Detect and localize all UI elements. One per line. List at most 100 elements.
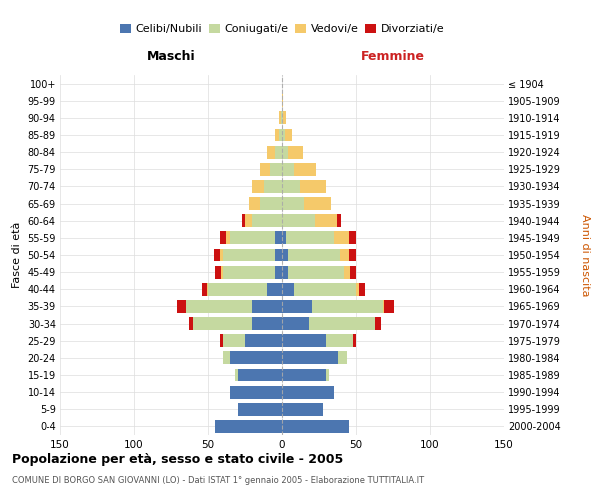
Bar xyxy=(264,180,282,193)
Text: Popolazione per età, sesso e stato civile - 2005: Popolazione per età, sesso e stato civil… xyxy=(12,452,343,466)
Bar xyxy=(282,180,300,193)
Bar xyxy=(282,403,323,415)
Bar xyxy=(340,248,349,262)
Bar xyxy=(337,214,341,227)
Bar xyxy=(282,283,294,296)
Bar xyxy=(282,352,338,364)
Bar xyxy=(288,266,344,278)
Bar xyxy=(282,266,288,278)
Bar xyxy=(288,146,303,158)
Bar xyxy=(245,214,253,227)
Bar xyxy=(208,283,267,296)
Bar xyxy=(267,146,275,158)
Bar xyxy=(294,283,356,296)
Bar xyxy=(223,266,275,278)
Bar xyxy=(384,300,394,313)
Bar xyxy=(353,334,356,347)
Legend: Celibi/Nubili, Coniugati/e, Vedovi/e, Divorziati/e: Celibi/Nubili, Coniugati/e, Vedovi/e, Di… xyxy=(115,20,449,38)
Bar xyxy=(238,403,282,415)
Bar xyxy=(253,214,282,227)
Text: Maschi: Maschi xyxy=(146,50,196,63)
Bar xyxy=(282,420,349,433)
Bar xyxy=(288,248,340,262)
Bar xyxy=(344,266,350,278)
Bar xyxy=(282,112,283,124)
Bar xyxy=(308,317,375,330)
Bar xyxy=(223,334,245,347)
Bar xyxy=(282,163,294,175)
Text: Femmine: Femmine xyxy=(361,50,425,63)
Bar xyxy=(359,283,365,296)
Bar xyxy=(186,300,253,313)
Bar xyxy=(282,317,308,330)
Bar xyxy=(282,146,288,158)
Bar xyxy=(260,163,270,175)
Bar xyxy=(242,214,245,227)
Bar xyxy=(206,283,208,296)
Bar xyxy=(235,368,238,382)
Bar xyxy=(314,214,337,227)
Bar xyxy=(230,232,275,244)
Bar xyxy=(215,266,221,278)
Bar xyxy=(338,352,347,364)
Bar xyxy=(282,386,334,398)
Bar xyxy=(281,112,282,124)
Bar xyxy=(260,197,282,210)
Bar xyxy=(282,232,286,244)
Bar xyxy=(282,334,326,347)
Bar xyxy=(282,248,288,262)
Bar xyxy=(220,248,223,262)
Bar xyxy=(275,232,282,244)
Bar xyxy=(282,300,311,313)
Bar xyxy=(226,232,230,244)
Bar xyxy=(230,386,282,398)
Bar xyxy=(223,352,230,364)
Bar xyxy=(275,128,279,141)
Bar xyxy=(311,300,383,313)
Bar xyxy=(214,248,220,262)
Bar xyxy=(238,368,282,382)
Bar xyxy=(250,197,260,210)
Bar xyxy=(270,163,282,175)
Bar xyxy=(349,232,356,244)
Text: COMUNE DI BORGO SAN GIOVANNI (LO) - Dati ISTAT 1° gennaio 2005 - Elaborazione TU: COMUNE DI BORGO SAN GIOVANNI (LO) - Dati… xyxy=(12,476,424,485)
Bar xyxy=(275,266,282,278)
Bar xyxy=(349,248,356,262)
Bar xyxy=(275,248,282,262)
Bar xyxy=(294,163,316,175)
Bar xyxy=(326,368,329,382)
Bar xyxy=(253,317,282,330)
Bar xyxy=(356,283,359,296)
Y-axis label: Anni di nascita: Anni di nascita xyxy=(580,214,590,296)
Bar xyxy=(334,232,349,244)
Bar xyxy=(267,283,282,296)
Bar xyxy=(221,266,223,278)
Bar xyxy=(279,128,282,141)
Bar xyxy=(282,368,326,382)
Bar xyxy=(202,283,206,296)
Bar xyxy=(253,300,282,313)
Bar xyxy=(215,420,282,433)
Bar xyxy=(220,232,226,244)
Bar xyxy=(282,94,283,107)
Bar xyxy=(375,317,381,330)
Bar xyxy=(245,334,282,347)
Bar xyxy=(220,334,223,347)
Bar xyxy=(279,112,281,124)
Bar xyxy=(326,334,353,347)
Bar xyxy=(253,180,264,193)
Bar xyxy=(285,128,292,141)
Bar xyxy=(350,266,356,278)
Bar xyxy=(282,197,304,210)
Bar xyxy=(282,214,314,227)
Bar xyxy=(383,300,384,313)
Bar xyxy=(275,146,282,158)
Bar xyxy=(304,197,331,210)
Bar xyxy=(177,300,186,313)
Bar xyxy=(223,248,275,262)
Bar xyxy=(230,352,282,364)
Bar xyxy=(189,317,193,330)
Bar xyxy=(283,112,286,124)
Y-axis label: Fasce di età: Fasce di età xyxy=(12,222,22,288)
Bar xyxy=(300,180,326,193)
